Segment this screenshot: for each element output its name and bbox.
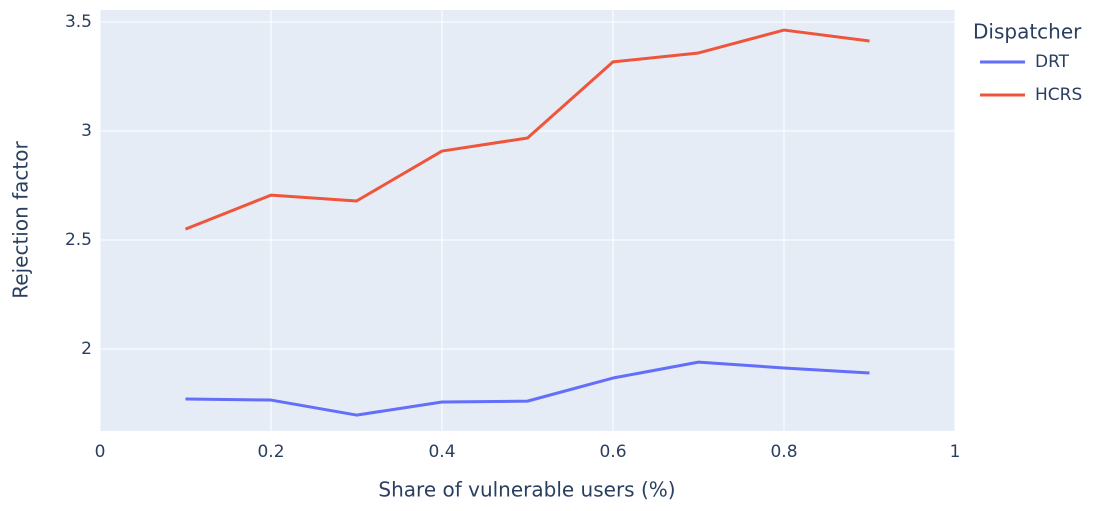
plot-area bbox=[100, 10, 955, 431]
x-axis-title: Share of vulnerable users (%) bbox=[378, 478, 675, 502]
legend-title: Dispatcher bbox=[973, 20, 1082, 44]
y-tick-label: 2 bbox=[81, 339, 92, 359]
y-tick-label: 3.5 bbox=[65, 12, 92, 32]
x-tick-label: 0.6 bbox=[599, 442, 626, 462]
legend-label: DRT bbox=[1035, 52, 1070, 72]
y-axis-title: Rejection factor bbox=[9, 141, 33, 299]
x-tick-label: 0.8 bbox=[770, 442, 797, 462]
x-tick-label: 0.2 bbox=[257, 442, 284, 462]
y-tick-label: 3 bbox=[81, 121, 92, 141]
x-tick-label: 0 bbox=[95, 442, 106, 462]
legend-label: HCRS bbox=[1035, 85, 1082, 105]
x-tick-label: 1 bbox=[950, 442, 961, 462]
x-tick-label: 0.4 bbox=[428, 442, 455, 462]
line-series bbox=[184, 28, 870, 231]
line-series bbox=[185, 360, 870, 417]
y-tick-label: 2.5 bbox=[65, 230, 92, 250]
